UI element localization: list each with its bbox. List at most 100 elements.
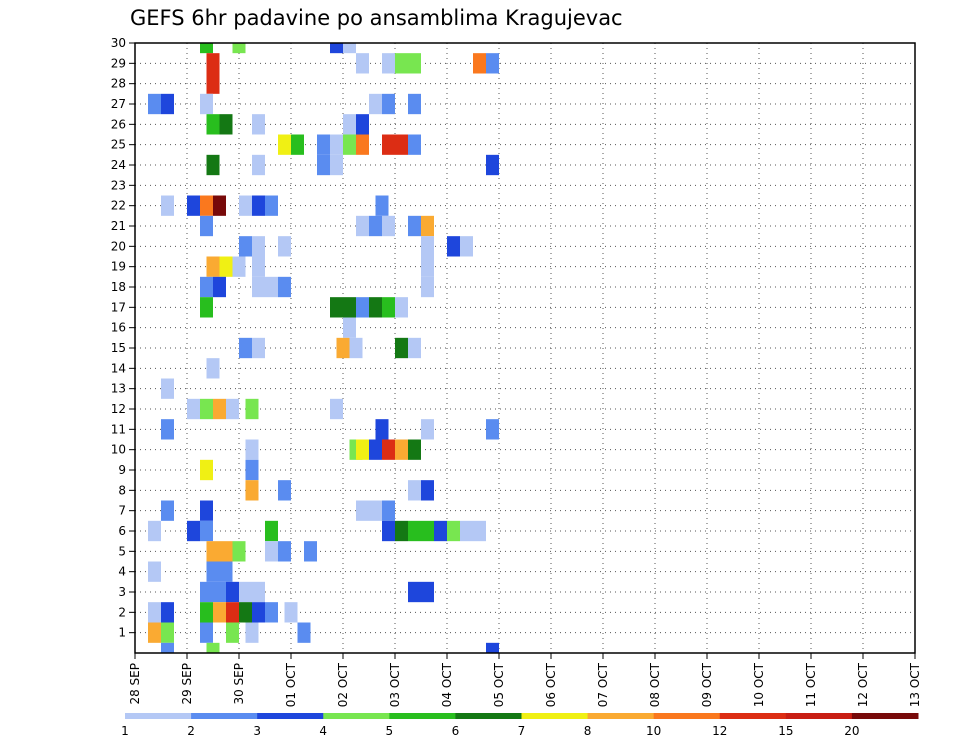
heatmap-cell	[395, 337, 408, 359]
heatmap-cell	[148, 93, 161, 115]
legend-label: 5	[386, 724, 394, 738]
heatmap-cell	[213, 398, 226, 420]
x-tick-label: 07 OCT	[596, 662, 610, 707]
heatmap-cells	[148, 43, 499, 653]
heatmap-cell	[278, 541, 291, 562]
heatmap-cell	[239, 195, 252, 216]
heatmap-cell	[206, 561, 220, 582]
y-tick-label: 2	[118, 605, 126, 619]
heatmap-cell	[297, 622, 311, 643]
heatmap-cell	[395, 134, 408, 155]
heatmap-cell	[200, 93, 213, 115]
heatmap-cell	[382, 53, 395, 74]
heatmap-cell	[245, 622, 259, 643]
color-legend: 1 2 3 4 5 6 7 8 10 12 15 20	[121, 713, 919, 738]
heatmap-cell	[200, 622, 213, 643]
heatmap-cell	[343, 297, 356, 318]
heatmap-cell	[408, 215, 421, 237]
y-tick-label: 10	[111, 443, 126, 457]
y-tick-label: 8	[118, 483, 126, 497]
heatmap-cell	[408, 480, 421, 501]
heatmap-cell	[278, 276, 291, 298]
heatmap-cell	[219, 256, 233, 277]
x-tick-label: 03 OCT	[388, 662, 402, 707]
heatmap-cell	[200, 398, 213, 420]
heatmap-cell	[200, 520, 213, 542]
legend-swatch	[719, 713, 787, 719]
y-tick-label: 16	[111, 321, 126, 335]
heatmap-cell	[330, 134, 343, 155]
heatmap-cell	[252, 276, 265, 298]
heatmap-cell	[382, 215, 395, 237]
legend-label: 12	[712, 724, 727, 738]
y-tick-label: 3	[118, 585, 126, 599]
heatmap-cell	[356, 439, 369, 460]
heatmap-cell	[447, 520, 460, 542]
heatmap-cell	[213, 581, 226, 603]
x-tick-label: 05 OCT	[492, 662, 506, 707]
legend-label: 6	[452, 724, 460, 738]
heatmap-cell	[200, 215, 213, 237]
heatmap-cell	[356, 297, 369, 318]
y-tick-label: 4	[118, 565, 126, 579]
legend-swatch	[653, 713, 721, 719]
heatmap-cell	[291, 134, 304, 155]
heatmap-cell	[200, 43, 213, 54]
heatmap-cell	[382, 134, 395, 155]
heatmap-cell	[187, 398, 200, 420]
heatmap-cell	[226, 398, 239, 420]
heatmap-cell	[278, 236, 291, 257]
y-tick-label: 26	[111, 117, 126, 131]
x-tick-label: 11 OCT	[804, 662, 818, 707]
legend-label: 20	[844, 724, 859, 738]
heatmap-cell	[369, 500, 382, 521]
heatmap-cell	[421, 480, 434, 501]
heatmap-cell	[447, 236, 460, 257]
y-tick-label: 1	[118, 626, 126, 640]
heatmap-cell	[219, 541, 233, 562]
heatmap-cell	[245, 398, 259, 420]
heatmap-cell	[356, 53, 369, 74]
heatmap-cell	[486, 419, 499, 440]
y-tick-label: 23	[111, 178, 126, 192]
heatmap-cell	[343, 114, 356, 135]
heatmap-cell	[252, 154, 265, 176]
heatmap-cell	[252, 195, 265, 216]
x-tick-label: 10 OCT	[752, 662, 766, 707]
heatmap-cell	[473, 520, 486, 542]
heatmap-cell	[265, 520, 278, 542]
heatmap-cell	[226, 602, 239, 623]
heatmap-cell	[330, 297, 343, 318]
legend-label: 2	[187, 724, 195, 738]
heatmap-cell	[278, 480, 291, 501]
heatmap-cell	[206, 154, 220, 176]
heatmap-cell	[486, 642, 499, 653]
heatmap-cell	[252, 602, 265, 623]
heatmap-cell	[148, 602, 161, 623]
heatmap-cell	[343, 134, 356, 155]
heatmap-cell	[421, 215, 434, 237]
heatmap-cell	[317, 154, 330, 176]
x-tick-label: 28 SEP	[128, 663, 142, 705]
heatmap-cell	[375, 195, 389, 216]
legend-label: 1	[121, 724, 129, 738]
heatmap-cell	[460, 236, 473, 257]
legend-swatch	[257, 713, 324, 719]
y-tick-label: 18	[111, 280, 126, 294]
heatmap-cell	[206, 114, 220, 135]
legend-label: 8	[584, 724, 592, 738]
heatmap-cell	[375, 419, 389, 440]
heatmap-cell	[434, 520, 447, 542]
heatmap-cell	[200, 195, 213, 216]
y-tick-label: 21	[111, 219, 126, 233]
heatmap-cell	[382, 439, 395, 460]
heatmap-cell	[486, 154, 499, 176]
legend-swatch	[587, 713, 655, 719]
heatmap-cell	[161, 622, 174, 643]
heatmap-cell	[395, 439, 408, 460]
x-tick-label: 04 OCT	[440, 662, 454, 707]
heatmap-cell	[369, 93, 382, 115]
heatmap-cell	[200, 297, 213, 318]
heatmap-cell	[284, 602, 298, 623]
